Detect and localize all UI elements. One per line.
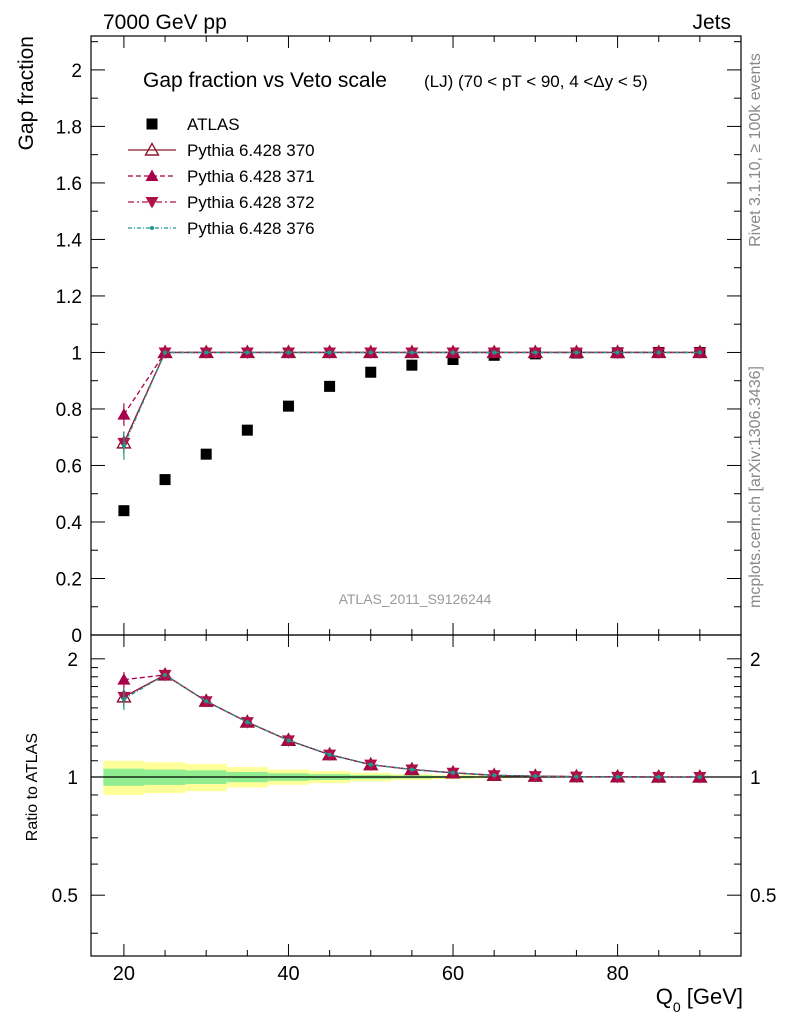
ratio-uncertainty-bands bbox=[91, 760, 741, 795]
ratio-point bbox=[492, 773, 497, 778]
chart-title: Gap fraction vs Veto scale bbox=[143, 69, 387, 92]
legend-marker bbox=[146, 118, 158, 130]
x-tick-label: 80 bbox=[606, 963, 628, 985]
y-tick-label: 1.4 bbox=[56, 230, 83, 251]
y-tick-label: 0.4 bbox=[56, 513, 83, 534]
ratio-point bbox=[286, 738, 291, 743]
data-point bbox=[241, 424, 253, 436]
legend-marker bbox=[145, 169, 159, 181]
y-tick-label: 0 bbox=[71, 626, 82, 647]
y-tick-label: 1.8 bbox=[56, 117, 82, 138]
data-point bbox=[245, 350, 250, 355]
data-point bbox=[492, 350, 497, 355]
analysis-watermark: ATLAS_2011_S9126244 bbox=[339, 591, 492, 607]
data-point bbox=[656, 350, 661, 355]
y-axis-label: Gap fraction bbox=[15, 36, 38, 150]
y-tick-label: 1 bbox=[71, 343, 82, 364]
legend-label: Pythia 6.428 372 bbox=[187, 193, 315, 212]
ratio-point bbox=[204, 699, 209, 704]
data-point bbox=[368, 350, 373, 355]
x-tick-label: 40 bbox=[277, 963, 299, 985]
data-point bbox=[118, 505, 130, 517]
data-point bbox=[447, 354, 459, 366]
legend-marker bbox=[145, 197, 159, 209]
ratio-point bbox=[163, 672, 168, 677]
collision-label: 7000 GeV pp bbox=[103, 11, 227, 34]
x-tick-label: 20 bbox=[113, 963, 135, 985]
data-point bbox=[533, 350, 538, 355]
data-point bbox=[574, 350, 579, 355]
data-point bbox=[282, 400, 294, 412]
data-point bbox=[200, 448, 212, 460]
y-tick-label: 1.2 bbox=[56, 287, 82, 308]
ratio-point bbox=[697, 775, 702, 780]
y-tick-label: 0.8 bbox=[56, 400, 82, 421]
ratio-tick-label: 1 bbox=[67, 768, 78, 789]
ratio-point bbox=[533, 774, 538, 779]
data-series bbox=[116, 344, 708, 784]
data-point bbox=[615, 350, 620, 355]
data-point bbox=[409, 350, 414, 355]
ratio-point bbox=[409, 767, 414, 772]
data-point bbox=[451, 350, 456, 355]
ratio-point bbox=[451, 770, 456, 775]
data-point bbox=[697, 350, 702, 355]
legend-label: Pythia 6.428 371 bbox=[187, 167, 315, 186]
data-point bbox=[327, 350, 332, 355]
ratio-point bbox=[368, 762, 373, 767]
data-point bbox=[286, 350, 291, 355]
mcplots-label: mcplots.cern.ch [arXiv:1306.3436] bbox=[747, 366, 764, 608]
series-4 bbox=[121, 350, 702, 780]
ratio-tick-label-right: 1 bbox=[750, 768, 761, 789]
y-tick-label: 1.6 bbox=[56, 174, 82, 195]
legend-marker bbox=[144, 142, 160, 156]
legend-marker bbox=[150, 226, 154, 230]
ratio-point bbox=[656, 775, 661, 780]
y-tick-label: 2 bbox=[71, 61, 82, 82]
y-tick-label: 0.6 bbox=[56, 456, 82, 477]
data-point bbox=[163, 350, 168, 355]
ratio-point bbox=[574, 774, 579, 779]
ratio-point bbox=[121, 697, 126, 702]
legend-label: Pythia 6.428 370 bbox=[187, 141, 315, 160]
ratio-tick-label-right: 2 bbox=[750, 650, 761, 671]
axis-ticks: 20 40 60 80 0 0.2 0.4 0.6 0.8 1 1.2 1.4 1.6 1.8 2 0.5 0.… bbox=[52, 36, 776, 985]
ratio-point bbox=[117, 673, 131, 685]
ratio-tick-label-right: 0.5 bbox=[750, 886, 776, 907]
ratio-tick-label: 0.5 bbox=[52, 886, 78, 907]
data-point bbox=[406, 359, 418, 371]
legend: ATLAS Pythia 6.428 370 Pythia 6.428 371 Pyt… bbox=[128, 115, 315, 238]
data-point bbox=[365, 366, 377, 378]
process-label: Jets bbox=[692, 11, 731, 34]
chart-subtitle: (LJ) (70 < pT < 90, 4 <Δy < 5) bbox=[424, 72, 648, 91]
legend-label: Pythia 6.428 376 bbox=[187, 219, 315, 238]
ratio-point bbox=[327, 752, 332, 757]
legend-label: ATLAS bbox=[187, 115, 240, 134]
ratio-point bbox=[245, 720, 250, 725]
y-tick-label: 0.2 bbox=[56, 569, 82, 590]
data-point bbox=[159, 474, 171, 486]
x-tick-label: 60 bbox=[442, 963, 464, 985]
rivet-version-label: Rivet 3.1.10, ≥ 100k events bbox=[747, 53, 764, 247]
data-point bbox=[204, 350, 209, 355]
ratio-plot-frame bbox=[90, 634, 742, 957]
series-ratio-line bbox=[123, 674, 700, 778]
ratio-tick-label: 2 bbox=[67, 650, 78, 671]
data-point bbox=[117, 408, 131, 420]
data-point bbox=[324, 380, 336, 392]
data-point bbox=[121, 443, 126, 448]
ratio-point bbox=[615, 774, 620, 779]
ratio-y-axis-label: Ratio to ATLAS bbox=[24, 733, 41, 841]
